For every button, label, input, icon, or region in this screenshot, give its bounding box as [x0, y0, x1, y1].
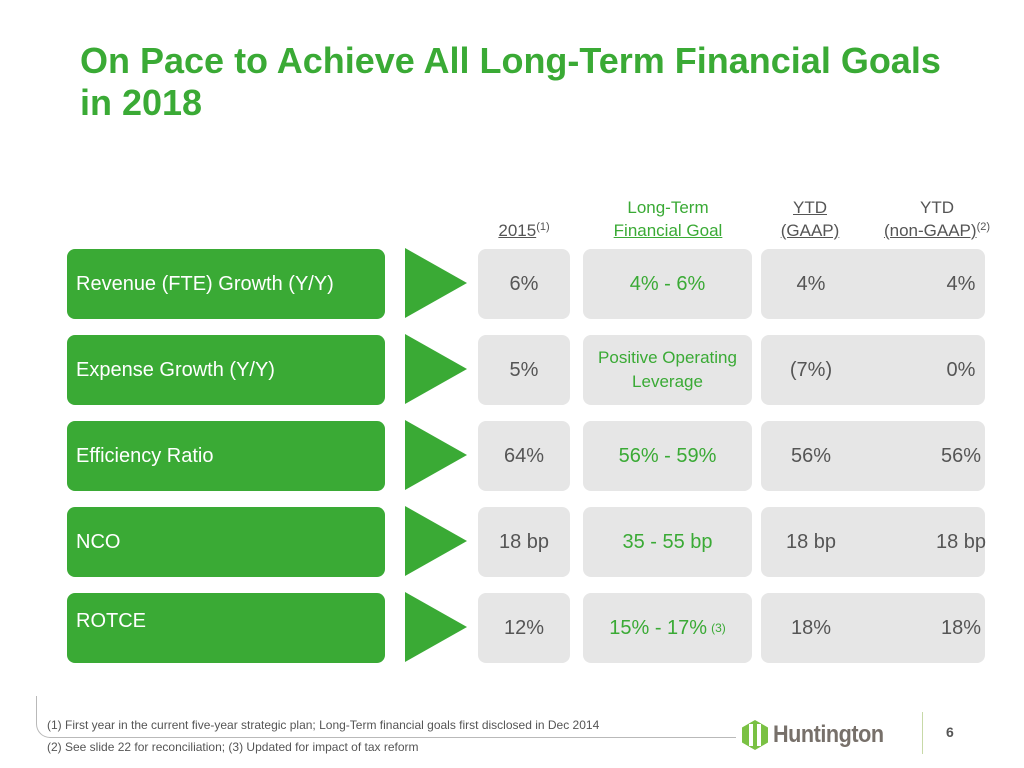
header-2015: 2015(1): [478, 219, 570, 242]
ytd-cell: 18 bp 18 bp: [761, 507, 986, 577]
value-ytd-gaap: 18 bp: [785, 530, 837, 553]
table-row-revenue-growth: Revenue (FTE) Growth (Y/Y) 6% 4% - 6% 4%…: [0, 248, 1024, 319]
footer-divider: [36, 696, 736, 738]
value-long-term-goal: 35 - 55 bp: [583, 507, 752, 577]
header-ytd-gaap: YTD (GAAP): [770, 196, 850, 242]
table-row-expense-growth: Expense Growth (Y/Y) 5% Positive Operati…: [0, 334, 1024, 405]
arrow-right-icon: [405, 592, 467, 662]
value-ytd-gaap: 18%: [790, 616, 832, 639]
page-number-divider: [922, 712, 923, 754]
arrow-right-icon: [405, 334, 467, 404]
slide-title: On Pace to Achieve All Long-Term Financi…: [80, 40, 941, 123]
value-ytd-non-gaap: 0%: [946, 358, 976, 381]
metric-label: NCO: [67, 507, 385, 577]
value-2015: 64%: [478, 421, 570, 491]
goal-value: 15% - 17%: [609, 616, 708, 639]
value-ytd-non-gaap: 56%: [940, 444, 982, 467]
header-nongaap-line1: YTD: [920, 198, 954, 217]
header-goal-line1: Long-Term: [627, 198, 709, 217]
table-row-nco: NCO 18 bp 35 - 55 bp 18 bp 18 bp: [0, 506, 1024, 577]
value-ytd-gaap: 56%: [790, 444, 832, 467]
value-ytd-gaap: 4%: [796, 272, 826, 295]
value-ytd-non-gaap: 18%: [940, 616, 982, 639]
value-2015: 5%: [478, 335, 570, 405]
value-ytd-non-gaap: 4%: [946, 272, 976, 295]
value-long-term-goal: 4% - 6%: [583, 249, 752, 319]
ytd-cell: 18% 18%: [761, 593, 985, 663]
header-2015-label: 2015: [498, 221, 537, 240]
footnote-1: (1) First year in the current five-year …: [47, 718, 600, 732]
header-nongaap-note: (2): [976, 221, 991, 233]
footnote-2: (2) See slide 22 for reconciliation; (3)…: [47, 740, 419, 754]
header-goal-line2: Financial Goal: [613, 221, 723, 240]
ytd-cell: 56% 56%: [761, 421, 985, 491]
value-long-term-goal: 56% - 59%: [583, 421, 752, 491]
value-2015: 12%: [478, 593, 570, 663]
header-2015-note: (1): [536, 221, 550, 233]
huntington-logo: Huntington: [742, 718, 896, 752]
metric-label: Efficiency Ratio: [67, 421, 385, 491]
value-long-term-goal: 15% - 17% (3): [583, 593, 752, 663]
metric-label: Expense Growth (Y/Y): [67, 335, 385, 405]
page-number: 6: [946, 724, 954, 740]
header-long-term-goal: Long-Term Financial Goal: [585, 196, 751, 242]
ytd-cell: 4% 4%: [761, 249, 985, 319]
goal-line1: Positive Operating: [598, 348, 737, 367]
table-row-rotce: ROTCE 12% 15% - 17% (3) 18% 18%: [0, 592, 1024, 663]
logo-text: Huntington: [773, 721, 884, 748]
table-row-efficiency-ratio: Efficiency Ratio 64% 56% - 59% 56% 56%: [0, 420, 1024, 491]
metric-label: ROTCE: [67, 593, 385, 663]
header-gaap-line2: (GAAP): [780, 221, 840, 240]
metric-label: Revenue (FTE) Growth (Y/Y): [67, 249, 385, 319]
value-ytd-gaap: (7%): [789, 358, 833, 381]
huntington-hexagon-icon: [742, 720, 768, 750]
header-gaap-line1: YTD: [793, 198, 827, 217]
ytd-cell: (7%) 0%: [761, 335, 985, 405]
arrow-right-icon: [405, 506, 467, 576]
value-ytd-non-gaap: 18 bp: [935, 530, 987, 553]
value-2015: 18 bp: [478, 507, 570, 577]
goal-line2: Leverage: [632, 372, 703, 391]
value-2015: 6%: [478, 249, 570, 319]
value-long-term-goal: Positive Operating Leverage: [583, 335, 752, 405]
header-nongaap-line2: (non-GAAP): [883, 221, 977, 240]
arrow-right-icon: [405, 420, 467, 490]
header-ytd-non-gaap: YTD (non-GAAP)(2): [862, 196, 1012, 242]
arrow-right-icon: [405, 248, 467, 318]
